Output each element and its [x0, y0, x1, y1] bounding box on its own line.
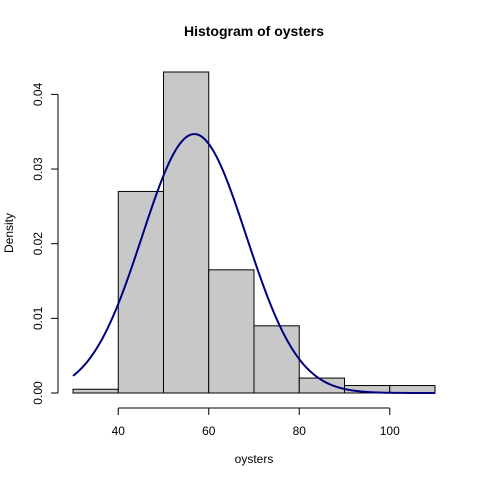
y-tick-label: 0.01 — [31, 306, 45, 330]
y-tick-label: 0.03 — [31, 157, 45, 181]
y-axis-label: Density — [2, 213, 16, 253]
histogram-bar — [253, 325, 300, 394]
x-tick-label: 40 — [112, 424, 126, 438]
density-curve — [72, 133, 435, 394]
y-tick-label: 0.04 — [31, 82, 45, 106]
y-tick-label: 0.00 — [31, 381, 45, 405]
x-axis-label: oysters — [235, 452, 274, 466]
histogram-bar — [208, 269, 255, 394]
x-tick-label: 100 — [380, 424, 400, 438]
histogram-bars — [72, 71, 436, 394]
x-tick-label: 60 — [202, 424, 216, 438]
x-axis: 40 60 80 100 — [112, 407, 400, 438]
histogram-bar — [163, 71, 210, 394]
y-axis: 0.00 0.01 0.02 0.03 0.04 — [31, 82, 59, 405]
x-tick-label: 80 — [293, 424, 307, 438]
y-tick-label: 0.02 — [31, 232, 45, 256]
chart-title: Histogram of oysters — [184, 23, 324, 39]
histogram-bar — [72, 388, 119, 394]
histogram-bar — [117, 190, 164, 394]
